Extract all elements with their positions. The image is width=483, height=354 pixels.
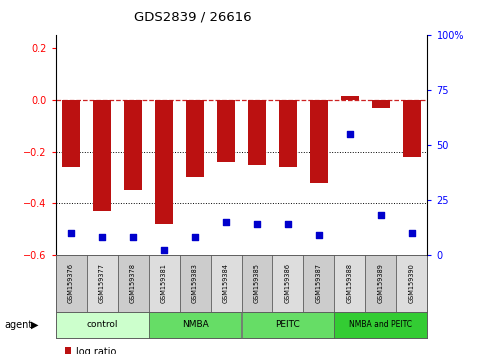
Text: GSM159389: GSM159389 xyxy=(378,263,384,303)
Bar xyxy=(242,312,334,338)
Bar xyxy=(366,255,397,312)
Point xyxy=(377,212,385,218)
Bar xyxy=(279,100,297,167)
Point xyxy=(315,232,323,238)
Bar xyxy=(341,96,359,100)
Text: log ratio: log ratio xyxy=(76,347,116,354)
Point xyxy=(129,234,137,240)
Bar xyxy=(303,255,334,312)
Bar xyxy=(186,100,204,177)
Text: GSM159386: GSM159386 xyxy=(285,263,291,303)
Bar xyxy=(86,255,117,312)
Bar xyxy=(211,255,242,312)
Text: GSM159378: GSM159378 xyxy=(130,263,136,303)
Bar xyxy=(334,255,366,312)
Point xyxy=(284,221,292,227)
Point xyxy=(160,248,168,253)
Text: GSM159377: GSM159377 xyxy=(99,263,105,303)
Bar xyxy=(155,100,173,224)
Text: GDS2839 / 26616: GDS2839 / 26616 xyxy=(134,10,252,23)
Text: GSM159384: GSM159384 xyxy=(223,263,229,303)
Bar xyxy=(149,255,180,312)
Bar xyxy=(62,100,80,167)
Bar xyxy=(372,100,390,108)
Bar xyxy=(56,312,149,338)
Bar xyxy=(334,312,427,338)
Bar xyxy=(248,100,266,165)
Bar xyxy=(397,255,427,312)
Text: GSM159387: GSM159387 xyxy=(316,263,322,303)
Bar xyxy=(124,100,142,190)
Point xyxy=(191,234,199,240)
Text: NMBA and PEITC: NMBA and PEITC xyxy=(350,320,412,329)
Point xyxy=(98,234,106,240)
Bar xyxy=(180,255,211,312)
Bar xyxy=(149,312,242,338)
Bar xyxy=(403,100,421,157)
Bar xyxy=(242,255,272,312)
Bar xyxy=(93,100,112,211)
Text: GSM159385: GSM159385 xyxy=(254,263,260,303)
Point xyxy=(346,131,354,137)
Text: agent: agent xyxy=(5,320,33,330)
Bar xyxy=(272,255,303,312)
Text: ▶: ▶ xyxy=(31,320,39,330)
Text: NMBA: NMBA xyxy=(182,320,208,329)
Text: control: control xyxy=(86,320,118,329)
Text: PEITC: PEITC xyxy=(276,320,300,329)
Text: GSM159383: GSM159383 xyxy=(192,263,198,303)
Point xyxy=(408,230,416,236)
Text: GSM159376: GSM159376 xyxy=(68,263,74,303)
Bar xyxy=(310,100,328,183)
Bar xyxy=(56,255,86,312)
Point xyxy=(67,230,75,236)
Bar xyxy=(217,100,235,162)
Bar xyxy=(117,255,149,312)
Text: GSM159390: GSM159390 xyxy=(409,263,415,303)
Point xyxy=(253,221,261,227)
Text: GSM159381: GSM159381 xyxy=(161,263,167,303)
Text: GSM159388: GSM159388 xyxy=(347,263,353,303)
Point xyxy=(222,219,230,225)
